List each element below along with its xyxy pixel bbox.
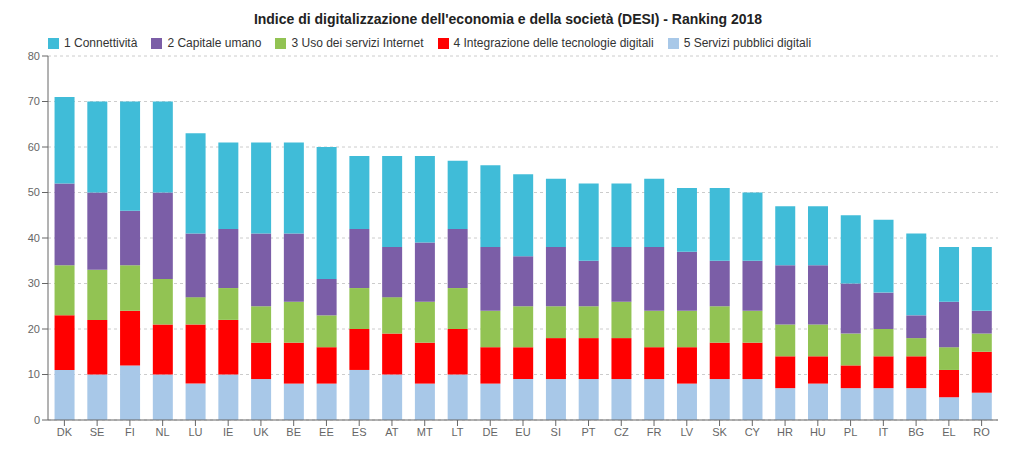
html-text:4 Integrazione delle tecnologi: 4 Integrazione delle tecnologie digitali [453,36,654,50]
svg-text:FR: FR [647,426,662,438]
html-text:1 Connettività: 1 Connettività [64,36,138,50]
svg-text:80: 80 [28,50,40,62]
svg-text:HR: HR [777,426,793,438]
svg-text:BE: BE [286,426,301,438]
svg-text:IT: IT [878,426,888,438]
svg-text:FI: FI [125,426,135,438]
svg-text:10: 10 [28,368,40,380]
html-text:5 Servizi pubblici digitali: 5 Servizi pubblici digitali [683,36,812,50]
svg-text:MT: MT [417,426,433,438]
svg-text:DK: DK [57,426,73,438]
svg-text:NL: NL [156,426,170,438]
svg-text:70: 70 [28,95,40,107]
svg-text:30: 30 [28,277,40,289]
svg-text:AT: AT [385,426,399,438]
svg-text:DE: DE [483,426,498,438]
html-text:2 Capitale umano: 2 Capitale umano [167,36,262,50]
svg-text:PL: PL [844,426,857,438]
svg-text:40: 40 [28,232,40,244]
svg-text:ES: ES [352,426,367,438]
svg-text:0: 0 [34,414,40,426]
svg-text:EL: EL [942,426,955,438]
svg-text:EE: EE [319,426,334,438]
svg-text:CY: CY [745,426,761,438]
svg-text:SE: SE [90,426,105,438]
svg-text:20: 20 [28,323,40,335]
svg-text:LT: LT [451,426,463,438]
svg-text:SI: SI [551,426,561,438]
svg-text:LV: LV [680,426,693,438]
svg-text:PT: PT [581,426,595,438]
svg-text:HU: HU [810,426,826,438]
svg-text:CZ: CZ [614,426,629,438]
svg-text:EU: EU [515,426,530,438]
svg-text:IE: IE [223,426,233,438]
svg-text:BG: BG [908,426,924,438]
html-text:3 Uso dei servizi Internet: 3 Uso dei servizi Internet [291,36,424,50]
svg-text:RO: RO [973,426,990,438]
svg-text:50: 50 [28,186,40,198]
svg-text:LU: LU [188,426,202,438]
html-text:Indice di digitalizzazione del: Indice di digitalizzazione dell'economia… [253,11,763,27]
svg-text:SK: SK [712,426,727,438]
svg-text:UK: UK [253,426,269,438]
svg-text:60: 60 [28,141,40,153]
